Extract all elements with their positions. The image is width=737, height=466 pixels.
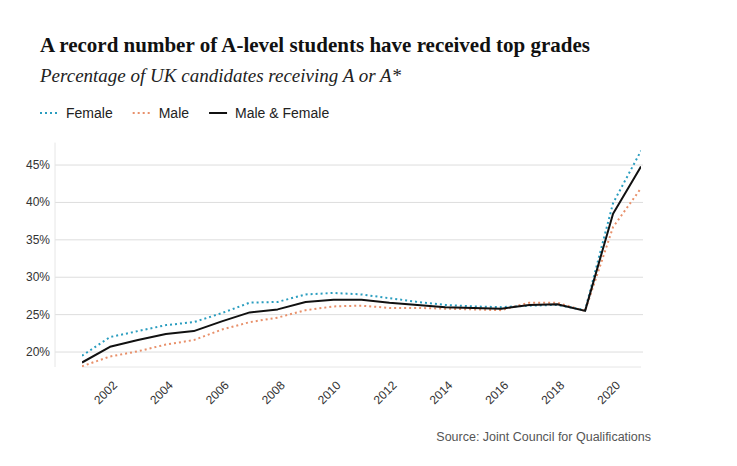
x-tick-label: 2012 bbox=[371, 378, 400, 407]
grid-line bbox=[55, 352, 643, 353]
legend-label: Male bbox=[159, 105, 190, 121]
x-tick-label: 2008 bbox=[259, 378, 288, 407]
x-tick-label: 2014 bbox=[427, 378, 456, 407]
plot-area bbox=[82, 151, 641, 366]
y-axis-line bbox=[55, 143, 56, 367]
y-tick-label: 40% bbox=[26, 195, 50, 209]
y-tick-label: 35% bbox=[26, 233, 50, 247]
y-tick-label: 45% bbox=[26, 158, 50, 172]
series-line bbox=[82, 151, 641, 356]
grid-line bbox=[55, 314, 643, 315]
x-tick-label: 2018 bbox=[538, 378, 567, 407]
legend-label: Male & Female bbox=[235, 105, 329, 121]
x-tick-label: 2002 bbox=[91, 378, 120, 407]
x-tick-label: 2016 bbox=[483, 378, 512, 407]
legend: Female Male Male & Female bbox=[40, 105, 329, 121]
legend-label: Female bbox=[66, 105, 113, 121]
y-tick-label: 20% bbox=[26, 345, 50, 359]
y-tick-label: 25% bbox=[26, 308, 50, 322]
x-axis-line bbox=[82, 367, 641, 368]
legend-swatch bbox=[133, 112, 151, 114]
series-line bbox=[82, 167, 641, 363]
subtitle: Percentage of UK candidates receiving A … bbox=[39, 65, 402, 86]
legend-swatch bbox=[209, 112, 227, 114]
source: Source: Joint Council for Qualifications bbox=[436, 430, 651, 444]
legend-swatch bbox=[40, 112, 58, 114]
x-tick-label: 2006 bbox=[203, 378, 232, 407]
x-tick-label: 2004 bbox=[147, 378, 176, 407]
grid-line bbox=[55, 277, 643, 278]
grid-line bbox=[55, 165, 643, 166]
y-tick-label: 30% bbox=[26, 270, 50, 284]
title: A record number of A-level students have… bbox=[40, 33, 590, 57]
grid-line bbox=[55, 202, 643, 203]
grid-line bbox=[55, 239, 643, 240]
chart: A record number of A-level students have… bbox=[0, 0, 737, 466]
series-line bbox=[82, 188, 641, 366]
x-tick-label: 2010 bbox=[315, 378, 344, 407]
grid bbox=[55, 165, 643, 352]
x-tick-label: 2020 bbox=[594, 378, 623, 407]
